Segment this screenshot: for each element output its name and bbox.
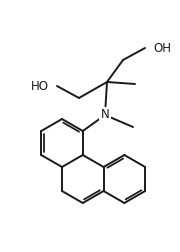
Text: N: N xyxy=(101,109,109,121)
Text: HO: HO xyxy=(31,79,49,92)
Text: OH: OH xyxy=(153,42,171,54)
